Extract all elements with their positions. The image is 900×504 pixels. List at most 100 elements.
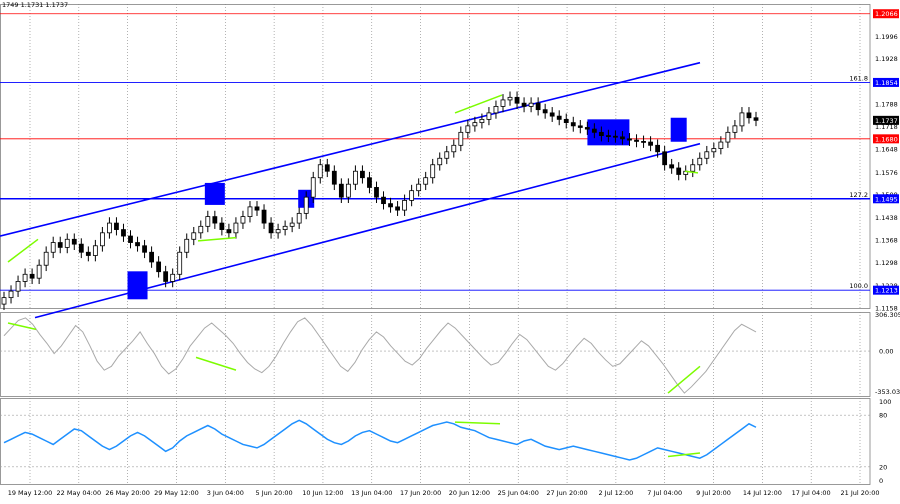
price-tick-label-5: 1.1648 (875, 146, 898, 154)
candle-body-66 (465, 125, 471, 133)
candle-body-0 (1, 297, 7, 305)
candle-body-107 (753, 117, 759, 121)
price-tick-label-10: 1.1298 (875, 259, 898, 267)
candle-body-71 (500, 99, 506, 107)
candle-body-42 (296, 212, 302, 224)
candle-body-14 (99, 232, 105, 247)
candle-body-85 (598, 131, 604, 136)
panel-frames (0, 4, 871, 485)
candle-body-73 (514, 96, 520, 104)
candle-body-60 (423, 177, 429, 185)
divergence-price-3 (684, 170, 699, 174)
rsi-panel (3, 419, 757, 461)
candle-body-3 (22, 273, 28, 282)
price-tick-label-1: 1.1928 (875, 55, 898, 63)
candle-body-29 (205, 216, 211, 227)
candle-body-57 (402, 200, 407, 211)
candle-body-11 (78, 243, 84, 253)
candle-body-54 (381, 196, 386, 205)
candle-body-100 (704, 151, 710, 159)
candle-body-37 (261, 209, 267, 224)
candle-body-105 (739, 112, 745, 127)
candle-body-31 (219, 222, 225, 230)
candle-body-28 (198, 225, 204, 234)
candle-body-35 (247, 206, 253, 218)
candle-body-101 (711, 148, 717, 153)
x-tick-label-17: 21 Jul 20:00 (841, 489, 880, 497)
candle-body-15 (107, 222, 112, 234)
candle-body-84 (591, 128, 597, 133)
candle-body-4 (29, 273, 35, 279)
candle-body-56 (395, 206, 400, 211)
candle-body-61 (430, 164, 436, 179)
fib-tag-0-bg (873, 77, 899, 87)
candle-body-90 (634, 139, 639, 142)
candle-body-91 (641, 141, 646, 143)
candle-body-47 (331, 170, 337, 185)
candle-body-19 (135, 242, 140, 247)
fib-label-1: 127.2 (849, 191, 868, 199)
divergence-rsi-1 (667, 452, 701, 458)
candle-body-20 (142, 245, 147, 253)
divergence-rsi-0 (454, 421, 501, 425)
grid-lines (0, 4, 870, 484)
time-axis: 19 May 12:00 22 May 04:00 26 May 20:00 29 M… (8, 489, 880, 497)
candle-body-65 (458, 131, 464, 146)
rsi-80-label: 80 (879, 412, 887, 420)
candle-body-16 (114, 222, 119, 230)
candle-body-89 (627, 138, 632, 141)
panel-frame-0 (0, 4, 871, 309)
fib-tag-1-bg (873, 194, 899, 204)
divergence-cci-0 (7, 322, 37, 331)
candle-body-39 (275, 229, 281, 234)
level-tag-0-bg (873, 9, 899, 19)
candle-body-102 (718, 141, 724, 149)
x-tick-label-4: 3 Jun 04:00 (207, 489, 244, 497)
candle-body-33 (233, 222, 239, 234)
level-tag-1-bg (873, 134, 899, 144)
cci-line (3, 317, 757, 394)
candle-body-59 (416, 183, 422, 192)
candle-body-40 (282, 225, 288, 230)
rsi-20-label: 20 (879, 463, 887, 471)
candle-body-53 (374, 187, 379, 198)
cci-panel (3, 317, 757, 394)
candle-body-24 (170, 273, 176, 282)
candle-body-94 (662, 151, 668, 166)
candle-body-99 (697, 157, 703, 166)
candle-body-96 (676, 167, 682, 175)
candle-body-41 (289, 222, 295, 227)
candle-body-5 (36, 264, 42, 279)
x-tick-label-0: 19 May 12:00 (8, 489, 53, 497)
candle-body-81 (570, 122, 576, 127)
candle-body-30 (212, 216, 218, 224)
candlesticks (1, 91, 759, 310)
candle-body-63 (444, 151, 450, 159)
candle-body-23 (163, 271, 169, 282)
candle-body-7 (50, 242, 56, 253)
candle-body-79 (556, 115, 562, 120)
divergence-cci-1 (195, 356, 237, 371)
candle-body-27 (191, 232, 197, 240)
candle-body-104 (732, 125, 738, 133)
signal-box-0 (127, 271, 148, 300)
candle-body-17 (121, 229, 126, 237)
x-tick-label-1: 22 May 04:00 (57, 489, 102, 497)
candle-body-8 (57, 242, 63, 248)
fib-tag-2-bg (873, 285, 899, 295)
candle-body-6 (43, 251, 49, 266)
price-tick-label-0: 1.1996 (875, 33, 898, 41)
panel-frame-1 (0, 312, 871, 397)
divergence-price-0 (7, 238, 39, 263)
candle-body-32 (226, 229, 232, 234)
candle-body-48 (338, 183, 344, 198)
price-tick-label-9: 1.1368 (875, 236, 898, 244)
cci-top-label: 306.3051 (875, 311, 900, 319)
x-tick-label-3: 29 May 12:00 (154, 489, 199, 497)
price-tick-label-3: 1.1788 (875, 100, 898, 108)
candle-body-98 (690, 164, 696, 172)
rsi-bottom-label: 0 (879, 477, 883, 485)
candle-body-95 (669, 164, 675, 169)
